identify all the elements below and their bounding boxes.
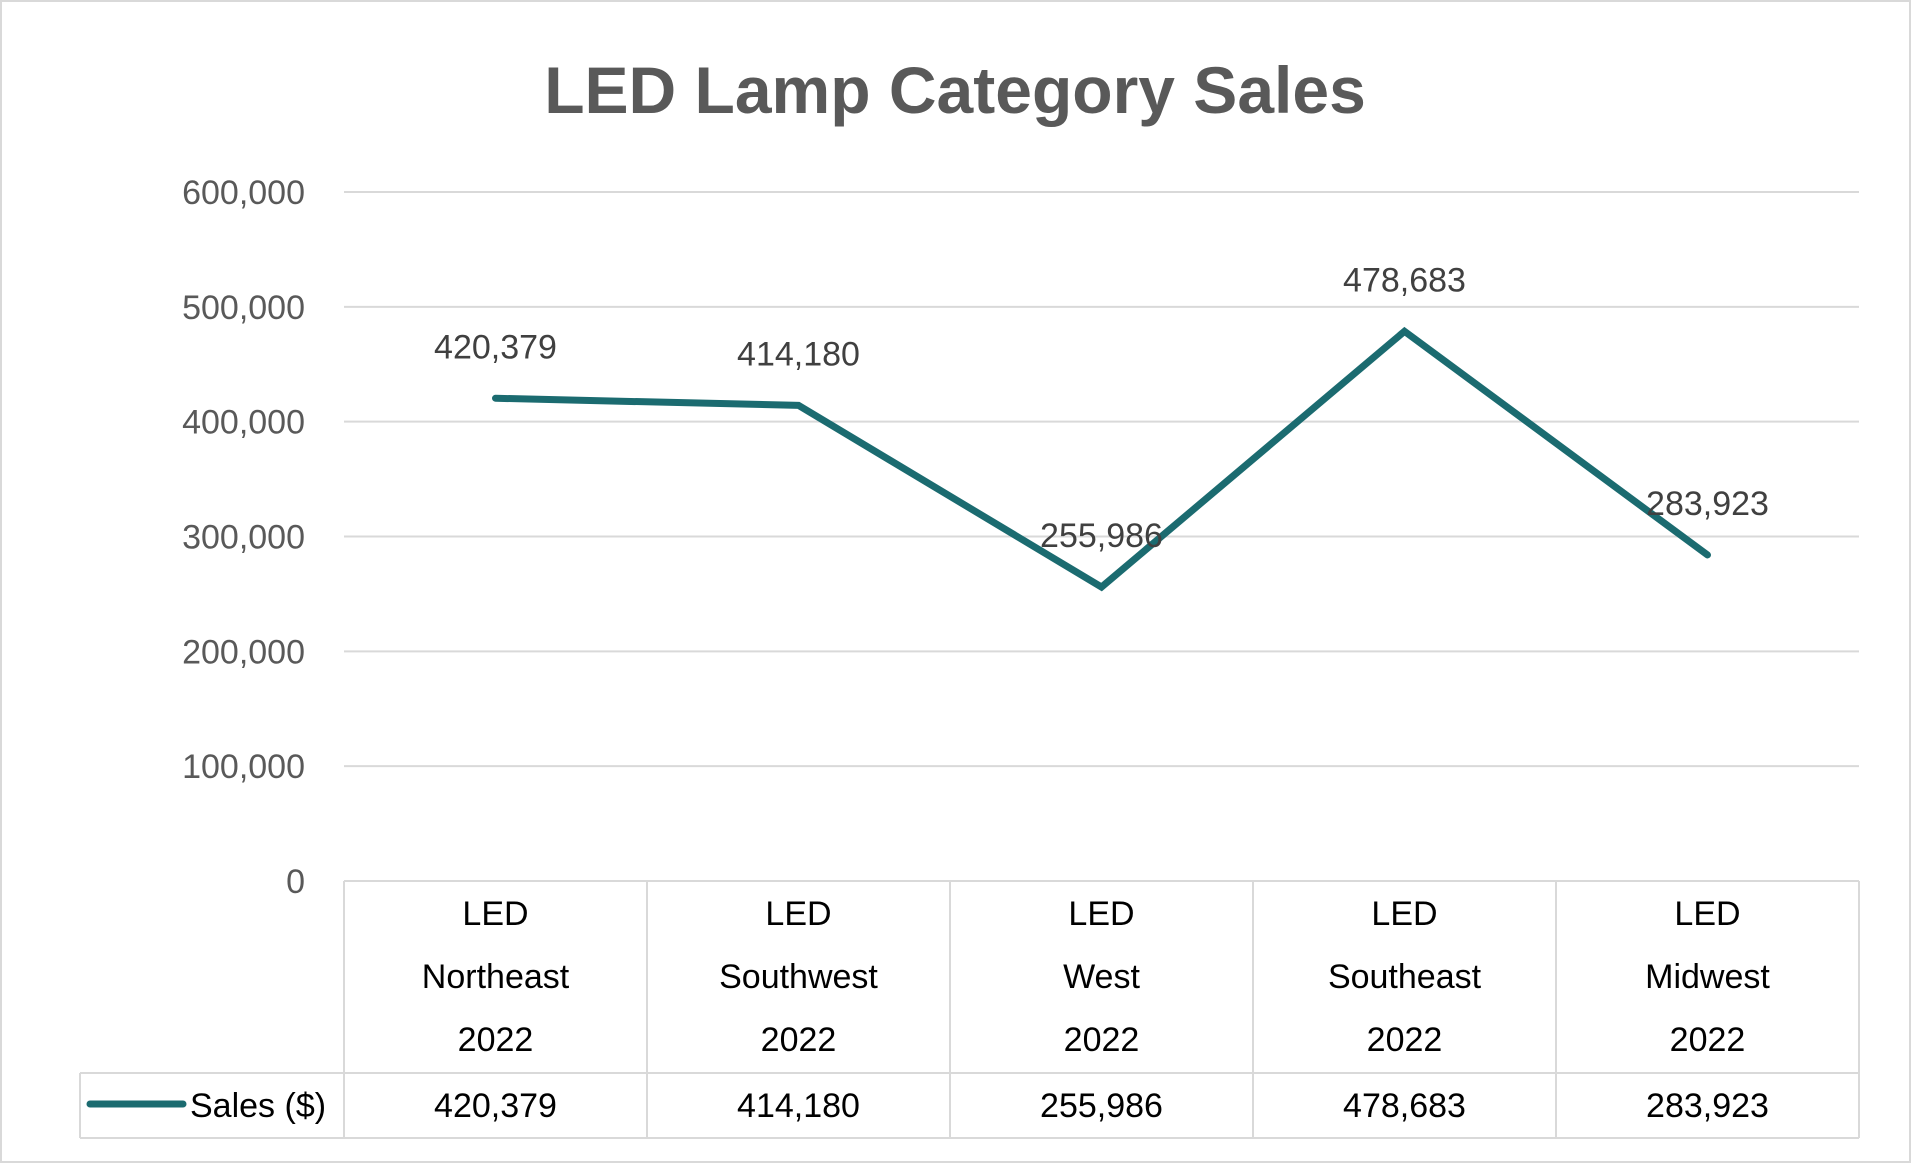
y-tick-label: 100,000 (182, 748, 305, 786)
data-label: 255,986 (1040, 517, 1163, 555)
category-label: LED (1371, 895, 1437, 933)
y-tick-label: 200,000 (182, 633, 305, 671)
y-tick-label: 0 (286, 863, 305, 901)
data-table: LED Northeast 2022 LED Southwest 2022 LED West 2… (79, 880, 1860, 1139)
category-label: LED (462, 895, 528, 933)
gridlines (344, 191, 1859, 768)
table-value: 414,180 (737, 1087, 860, 1125)
category-label: 2022 (1670, 1021, 1746, 1059)
y-tick-label: 600,000 (182, 174, 305, 212)
category-label: Midwest (1645, 958, 1770, 996)
series-plot (492, 326, 1711, 592)
category-label: Northeast (422, 958, 570, 996)
y-tick-label: 500,000 (182, 289, 305, 327)
category-label: LED (1674, 895, 1740, 933)
chart-title: LED Lamp Category Sales (544, 53, 1366, 127)
category-label: 2022 (761, 1021, 837, 1059)
table-value: 420,379 (434, 1087, 557, 1125)
data-label: 283,923 (1646, 485, 1769, 523)
category-label: LED (765, 895, 831, 933)
category-label: LED (1068, 895, 1134, 933)
category-label: Southwest (719, 958, 878, 996)
category-label: 2022 (458, 1021, 534, 1059)
legend-label: Sales ($) (190, 1087, 326, 1125)
table-value: 255,986 (1040, 1087, 1163, 1125)
category-label: West (1063, 958, 1140, 996)
y-tick-label: 300,000 (182, 519, 305, 557)
y-tick-label: 400,000 (182, 404, 305, 442)
data-label: 414,180 (737, 335, 860, 373)
series-line-sales (492, 326, 1711, 592)
category-label: 2022 (1064, 1021, 1140, 1059)
data-labels: 420,379 414,180 255,986 478,683 283,923 (434, 261, 1769, 555)
data-label: 420,379 (434, 328, 557, 366)
category-label: Southeast (1328, 958, 1482, 996)
table-value: 283,923 (1646, 1087, 1769, 1125)
data-label: 478,683 (1343, 261, 1466, 299)
y-axis-ticks: 0 100,000 200,000 300,000 400,000 500,000 600,… (182, 174, 305, 901)
category-label: 2022 (1367, 1021, 1443, 1059)
table-value: 478,683 (1343, 1087, 1466, 1125)
